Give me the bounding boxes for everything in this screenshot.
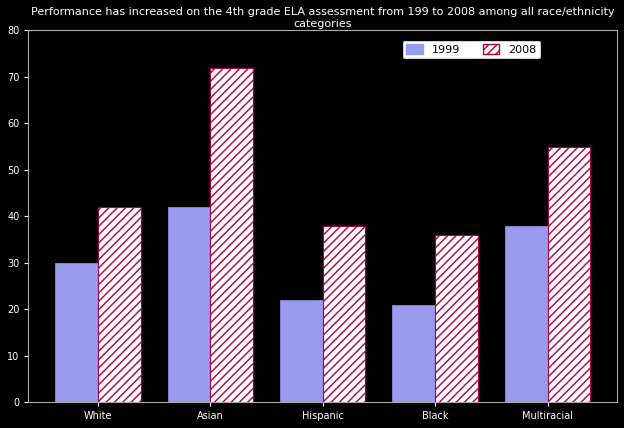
Bar: [392, 304, 435, 402]
Bar: [280, 300, 323, 402]
Bar: [435, 235, 478, 402]
Bar: [55, 263, 98, 402]
Bar: [167, 207, 210, 402]
Bar: [323, 226, 366, 402]
Legend: 1999, 2008: 1999, 2008: [402, 40, 541, 59]
Bar: [505, 226, 548, 402]
Bar: [98, 207, 140, 402]
Bar: [548, 147, 590, 402]
Bar: [210, 68, 253, 402]
Title: Performance has increased on the 4th grade ELA assessment from 199 to 2008 among: Performance has increased on the 4th gra…: [31, 7, 615, 29]
